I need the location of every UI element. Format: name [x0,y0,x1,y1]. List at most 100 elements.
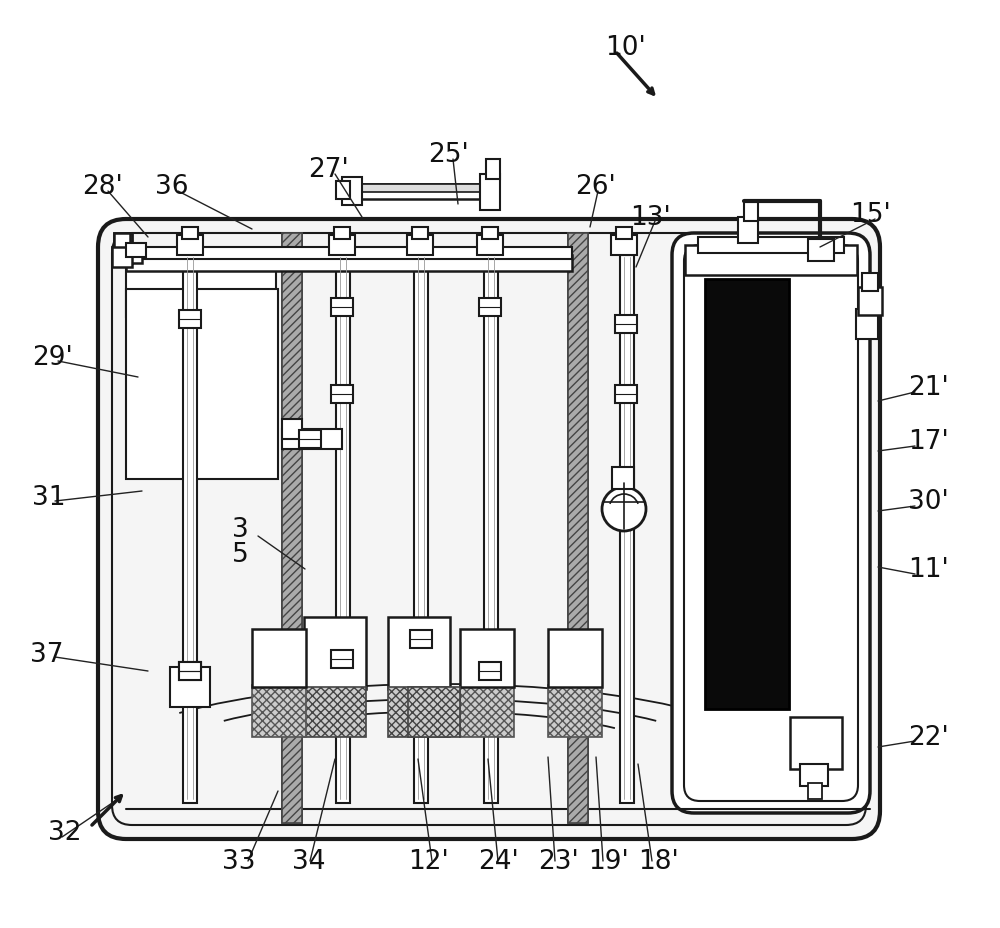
Text: 25': 25' [428,142,469,168]
Bar [479,663,501,680]
Bar [738,218,758,244]
Bar [412,227,428,239]
Bar [282,419,302,440]
Bar [179,311,201,329]
Text: 12': 12' [408,848,449,874]
Bar [620,256,634,803]
FancyBboxPatch shape [98,220,880,839]
Bar [331,651,353,668]
Bar [612,468,634,489]
Text: 24': 24' [478,848,519,874]
Text: 5: 5 [232,541,249,567]
Bar [170,667,210,707]
Bar [336,256,350,803]
Bar [460,685,514,737]
Bar [179,663,201,680]
Bar [477,236,503,256]
Bar [177,236,203,256]
Bar [388,617,450,690]
Text: 19': 19' [588,848,629,874]
Text: 15': 15' [850,201,891,227]
Bar [336,182,350,200]
Bar [568,234,588,823]
Bar [615,386,637,404]
Bar [182,227,198,239]
Bar [342,178,362,206]
Bar [790,717,842,769]
Bar [282,430,342,449]
Bar [486,160,500,180]
Bar [408,688,460,737]
Bar [252,629,306,688]
Bar [611,236,637,256]
FancyBboxPatch shape [672,234,870,813]
Bar [114,234,132,264]
Bar [480,174,500,211]
Bar [304,688,366,737]
Text: 29': 29' [32,344,73,370]
Bar [252,685,306,737]
Bar [348,185,496,193]
Text: 30': 30' [908,488,949,514]
Text: 36: 36 [155,174,189,200]
Bar [482,227,498,239]
Bar [126,290,278,480]
Text: 28': 28' [82,174,123,200]
Text: 27': 27' [308,157,349,183]
Bar [348,185,496,200]
Bar [862,274,878,291]
Bar [183,256,197,803]
Text: 17': 17' [908,429,949,455]
Bar [460,629,514,688]
Bar [282,234,302,823]
Text: 3: 3 [232,517,249,542]
Bar [126,248,572,260]
Bar [304,617,366,690]
Text: 33: 33 [222,848,256,874]
Bar [179,663,201,680]
Text: 37: 37 [30,641,64,667]
Bar [615,316,637,334]
Bar [744,201,758,222]
Bar [388,688,450,737]
Text: 11': 11' [908,557,949,583]
Bar [112,248,142,264]
Bar [548,685,602,737]
Bar [800,764,828,786]
Bar [858,288,882,316]
Bar [856,310,878,340]
Text: 21': 21' [908,375,949,401]
Bar [331,299,353,316]
Bar [808,239,834,262]
Text: 13': 13' [630,205,671,231]
Bar [114,234,130,251]
Bar [410,630,432,649]
Bar [808,783,822,799]
Bar [334,227,350,239]
Bar [685,246,857,276]
Text: 31: 31 [32,484,66,510]
Text: 22': 22' [908,724,949,750]
Bar [112,248,132,267]
Bar [299,431,321,448]
Text: 10': 10' [605,35,646,61]
Bar [484,256,498,803]
Bar [705,279,789,709]
Bar [126,256,572,272]
Bar [414,256,428,803]
Text: 32: 32 [48,819,82,845]
Circle shape [602,487,646,532]
Bar [329,236,355,256]
Text: 23': 23' [538,848,579,874]
Bar [126,267,276,317]
Bar [282,234,302,823]
Text: 34: 34 [292,848,326,874]
Bar [126,244,146,258]
Bar [479,299,501,316]
Bar [407,236,433,256]
Text: 18': 18' [638,848,679,874]
Bar [698,238,844,253]
Bar [616,227,632,239]
Bar [331,386,353,404]
Bar [568,234,588,823]
